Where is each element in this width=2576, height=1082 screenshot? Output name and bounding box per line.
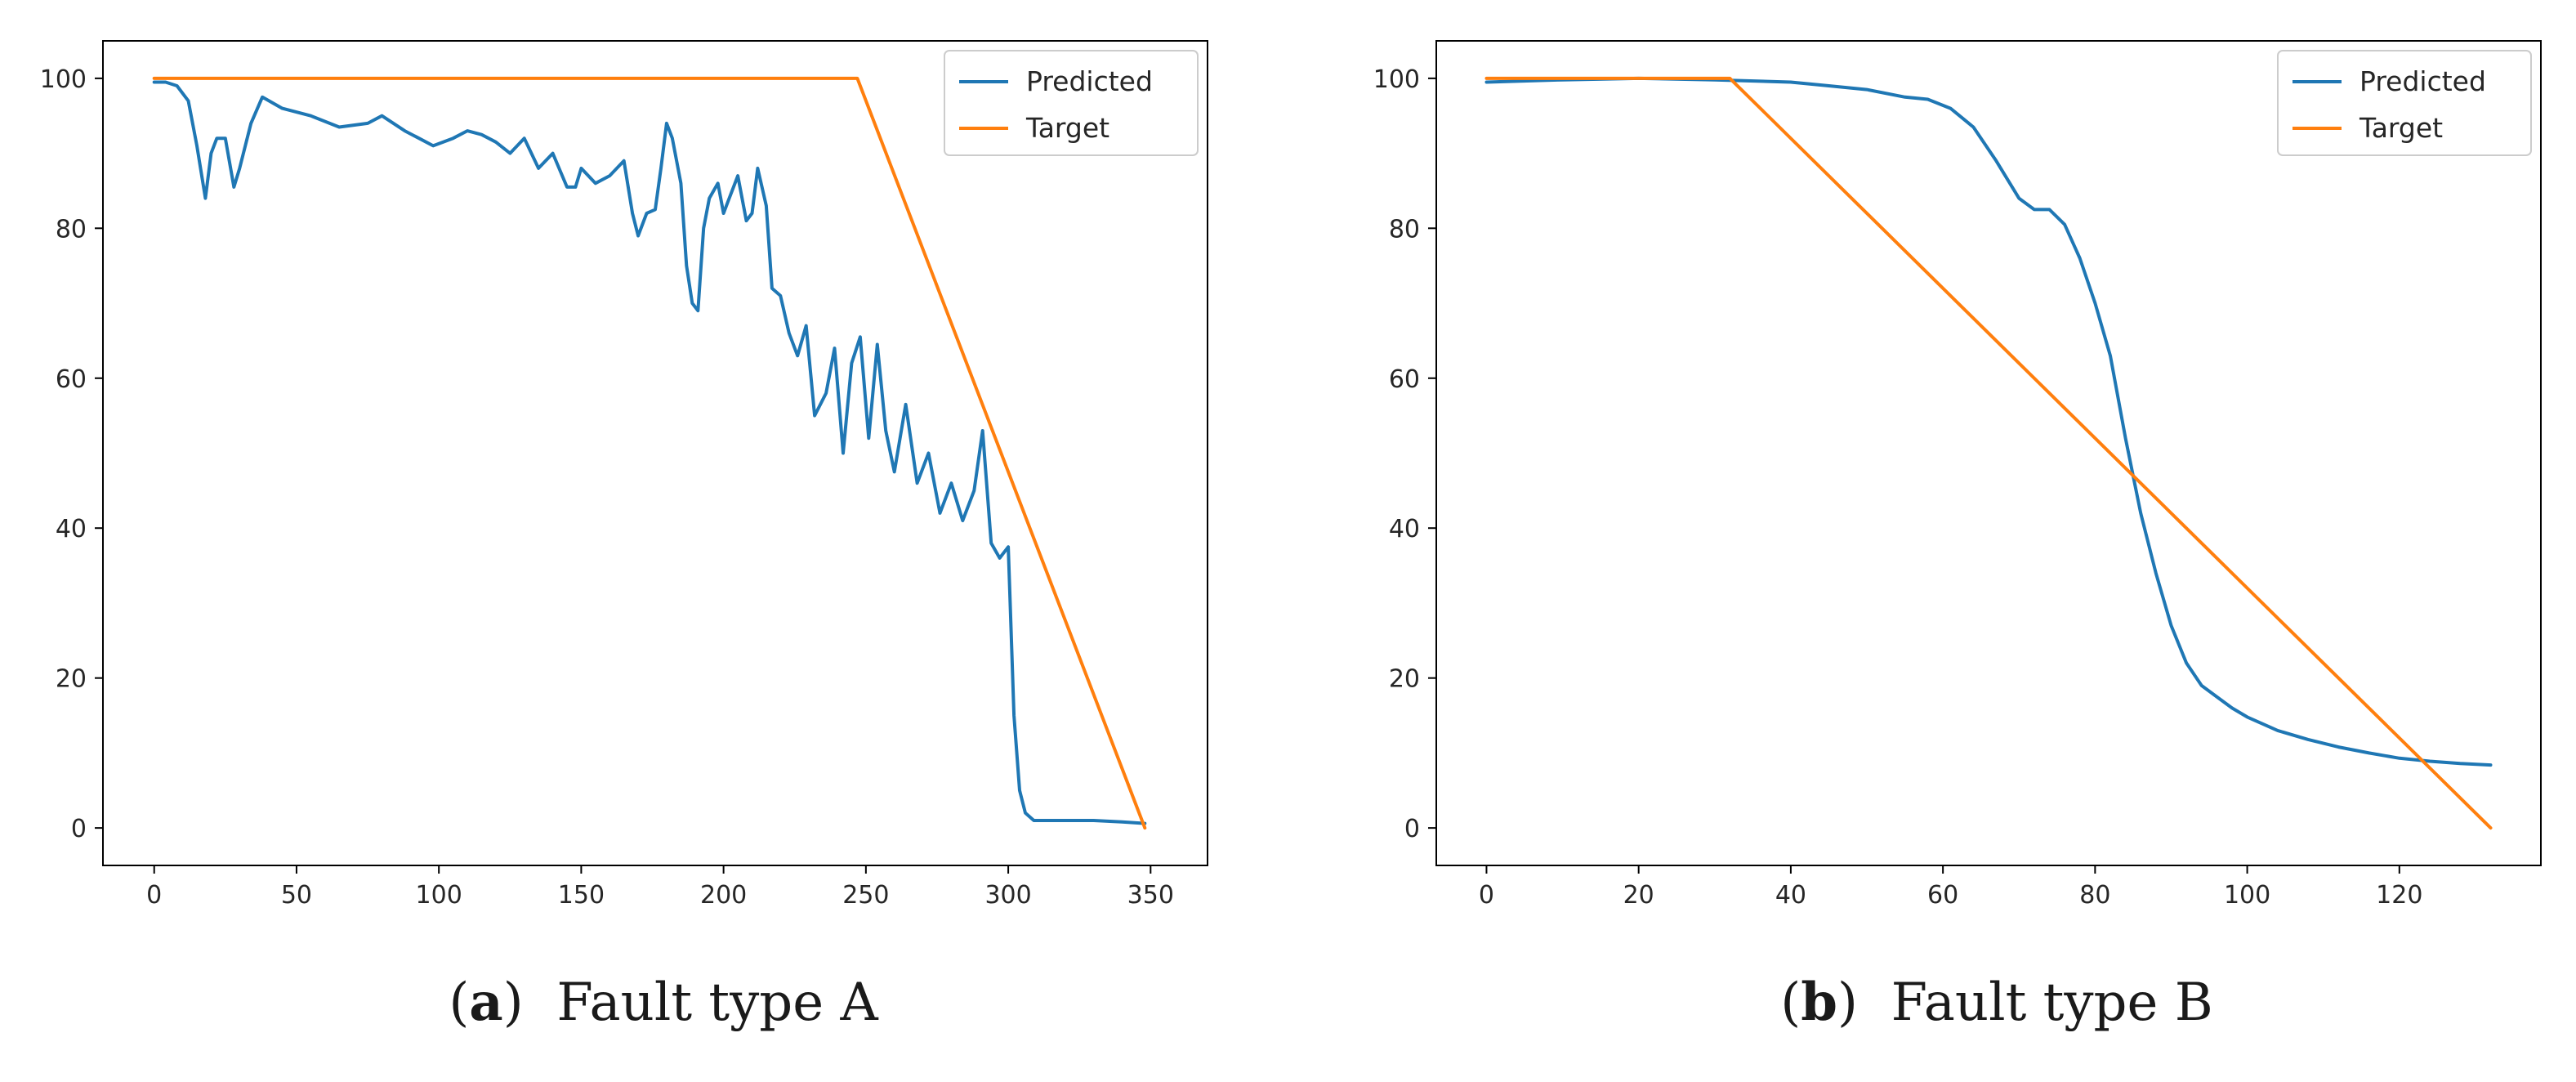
y-tick-label: 20	[56, 665, 87, 694]
x-tick-label: 40	[1775, 881, 1806, 910]
x-tick-label: 350	[1127, 881, 1174, 910]
x-tick-label: 250	[842, 881, 889, 910]
y-tick-label: 100	[40, 65, 87, 94]
y-tick-label: 40	[56, 515, 87, 543]
x-tick-label: 200	[700, 881, 747, 910]
x-tick-label: 0	[146, 881, 162, 910]
caption: (a) Fault type A	[449, 972, 878, 1033]
legend: Predicted Target	[2277, 50, 2532, 156]
x-tick-label: 300	[984, 881, 1031, 910]
chart-a: 0 50 100 150 200 250 300 350 0 20 40 60 80 100 Predict…	[40, 40, 1208, 1033]
chart-b: 0 20 40 60 80 100 120 0 20 40 60 80 100 Predicted Targ…	[1373, 40, 2542, 1033]
legend-label-target: Target	[1025, 112, 1109, 144]
y-tick-label: 60	[1389, 365, 1420, 394]
x-tick-label: 0	[1479, 881, 1494, 910]
x-tick-label: 60	[1927, 881, 1958, 910]
y-tick-label: 80	[56, 215, 87, 244]
x-tick-label: 100	[2224, 881, 2270, 910]
plot-frame	[102, 40, 1208, 866]
y-tick-label: 0	[1404, 815, 1420, 843]
x-tick-label: 100	[416, 881, 462, 910]
legend-label-predicted: Predicted	[1026, 65, 1153, 97]
legend: Predicted Target	[944, 50, 1199, 156]
x-tick-label: 120	[2376, 881, 2422, 910]
y-tick-label: 60	[56, 365, 87, 394]
x-tick-label: 20	[1623, 881, 1654, 910]
x-tick-label: 50	[281, 881, 312, 910]
x-tick-label: 150	[558, 881, 605, 910]
plot-frame	[1435, 40, 2542, 866]
caption: (b) Fault type B	[1780, 972, 2212, 1033]
x-tick-label: 80	[2079, 881, 2110, 910]
y-tick-label: 80	[1389, 215, 1420, 244]
legend-label-target: Target	[2359, 112, 2443, 144]
y-tick-label: 100	[1373, 65, 1420, 94]
series-line-target	[152, 76, 1147, 830]
y-tick-label: 20	[1389, 665, 1420, 694]
y-tick-label: 40	[1389, 515, 1420, 543]
series-line-predicted	[152, 80, 1147, 825]
series-line-predicted	[1484, 76, 2493, 767]
y-tick-label: 0	[71, 815, 87, 843]
legend-label-predicted: Predicted	[2359, 65, 2486, 97]
series-line-target	[1484, 76, 2493, 830]
